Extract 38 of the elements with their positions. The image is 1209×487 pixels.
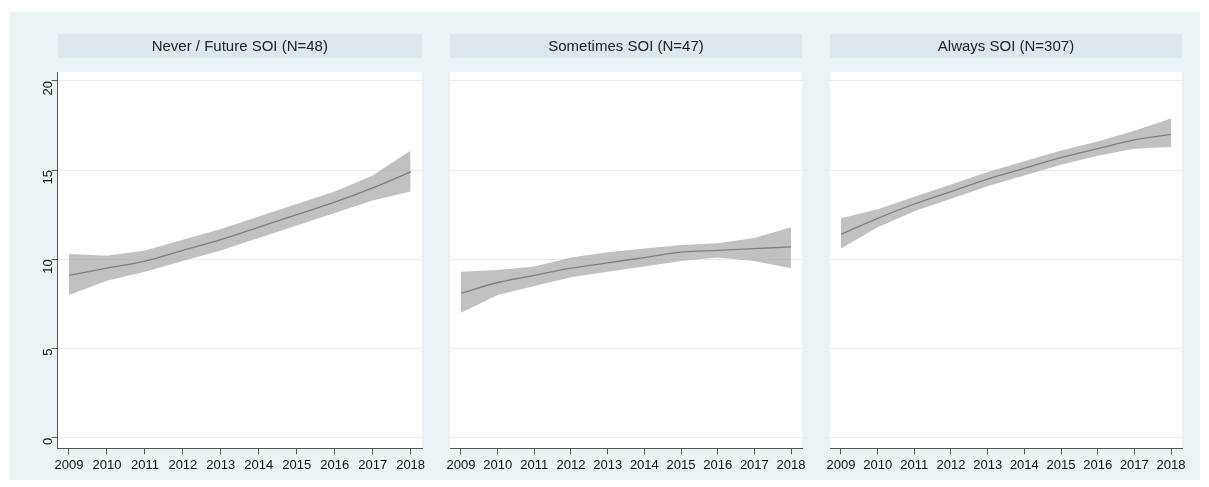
- x-tick-label: 2014: [244, 456, 274, 472]
- x-tick-label: 2009: [446, 456, 476, 472]
- x-tick-label: 2014: [629, 456, 659, 472]
- y-tick-label: 10: [40, 259, 56, 274]
- x-tick-label: 2013: [206, 456, 236, 472]
- x-tick-label: 2009: [826, 456, 856, 472]
- x-tick-label: 2018: [776, 456, 806, 472]
- x-tick-label: 2015: [666, 456, 696, 472]
- chart-title: Never / Future SOI (N=48): [57, 34, 422, 58]
- x-tick-label: 2017: [739, 456, 769, 472]
- x-tick-label: 2009: [54, 456, 84, 472]
- x-tick-label: 2012: [936, 456, 966, 472]
- x-tick-label: 2010: [92, 456, 122, 472]
- x-tick-label: 2016: [320, 456, 350, 472]
- y-tick-label: 15: [40, 170, 56, 185]
- x-tick-label: 2011: [900, 456, 929, 472]
- x-tick-label: 2014: [1009, 456, 1039, 472]
- chart-title: Sometimes SOI (N=47): [450, 34, 802, 58]
- x-tick-label: 2010: [863, 456, 893, 472]
- x-tick-label: 2018: [1156, 456, 1186, 472]
- x-tick-label: 2012: [556, 456, 586, 472]
- y-tick-label: 0: [40, 437, 56, 445]
- x-tick-label: 2018: [396, 456, 426, 472]
- x-tick-label: 2016: [703, 456, 733, 472]
- y-tick-label: 5: [40, 348, 56, 356]
- x-tick-label: 2016: [1083, 456, 1113, 472]
- x-tick-label: 2017: [358, 456, 388, 472]
- x-tick-label: 2017: [1119, 456, 1149, 472]
- chart-title: Always SOI (N=307): [830, 34, 1182, 58]
- y-tick-label: 20: [40, 80, 56, 96]
- x-tick-label: 2010: [483, 456, 513, 472]
- x-tick-label: 2011: [520, 456, 549, 472]
- x-tick-label: 2013: [973, 456, 1003, 472]
- x-tick-label: 2012: [168, 456, 198, 472]
- x-tick-label: 2015: [1046, 456, 1076, 472]
- x-tick-label: 2015: [282, 456, 312, 472]
- x-tick-label: 2013: [593, 456, 623, 472]
- x-tick-label: 2011: [130, 456, 159, 472]
